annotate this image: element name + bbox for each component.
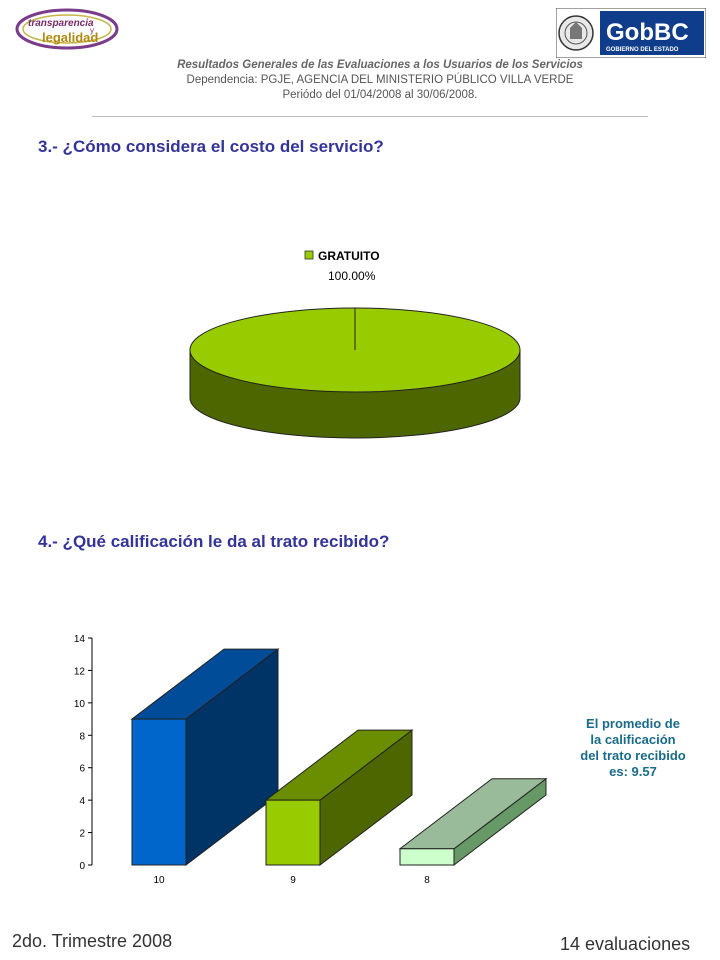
header-dependency: Dependencia: PGJE, AGENCIA DEL MINISTERI… bbox=[186, 74, 574, 86]
logo-gobbc-text: GobBC bbox=[606, 19, 689, 46]
x-tick-label: 8 bbox=[424, 875, 430, 886]
average-line-2: la calificación bbox=[590, 732, 676, 747]
state-seal-icon bbox=[558, 15, 594, 51]
bar-9 bbox=[264, 729, 414, 867]
bars-group bbox=[130, 648, 548, 867]
bar-front bbox=[131, 718, 187, 866]
header-divider bbox=[92, 116, 648, 117]
bar-front bbox=[399, 848, 455, 866]
logo-line2: y bbox=[90, 26, 94, 35]
average-line-3: del trato recibido bbox=[580, 748, 686, 763]
footer-evaluations-count: 14 evaluaciones bbox=[560, 934, 691, 954]
legend-label-gratuito: GRATUITO bbox=[318, 249, 380, 263]
bar-8 bbox=[398, 777, 548, 867]
y-tick-label: 14 bbox=[74, 634, 86, 645]
header-period: Periódo del 01/04/2008 al 30/06/2008. bbox=[282, 89, 478, 101]
transparencia-legalidad-logo: transparencia y legalidad bbox=[15, 8, 119, 50]
y-tick-label: 8 bbox=[79, 731, 85, 742]
gobbc-logo: GobBC GOBIERNO DEL ESTADO bbox=[556, 8, 706, 58]
bar-front bbox=[265, 799, 321, 866]
question-4-title: 4.- ¿Qué calificación le da al trato rec… bbox=[38, 532, 390, 551]
bar-chart: 0 2 4 6 8 10 12 14 10 9 8 bbox=[74, 634, 548, 886]
average-line-4: es: 9.57 bbox=[609, 764, 657, 779]
header-title: Resultados Generales de las Evaluaciones… bbox=[177, 59, 583, 71]
y-tick-label: 10 bbox=[74, 699, 86, 710]
y-tick-label: 12 bbox=[74, 666, 86, 677]
pie-chart: GRATUITO 100.00% bbox=[189, 249, 521, 439]
x-tick-label: 9 bbox=[290, 875, 296, 886]
logo-line3: legalidad bbox=[42, 30, 98, 45]
bar-10 bbox=[130, 648, 280, 867]
average-annotation: El promedio de la calificación del trato… bbox=[548, 716, 718, 780]
y-tick-label: 4 bbox=[79, 796, 85, 807]
y-tick-label: 2 bbox=[79, 829, 85, 840]
x-tick-label: 10 bbox=[153, 875, 165, 886]
x-axis-labels: 10 9 8 bbox=[153, 875, 430, 886]
y-tick-label: 6 bbox=[79, 764, 85, 775]
logo-tagline: GOBIERNO DEL ESTADO bbox=[606, 47, 679, 53]
pie-slice-label: 100.00% bbox=[328, 269, 376, 283]
logo-line1: transparencia bbox=[28, 18, 94, 29]
footer-quarter: 2do. Trimestre 2008 bbox=[12, 931, 173, 951]
y-tick-label: 0 bbox=[79, 861, 85, 872]
question-3-title: 3.- ¿Cómo considera el costo del servici… bbox=[38, 137, 384, 156]
average-line-1: El promedio de bbox=[586, 716, 680, 731]
legend-swatch-gratuito bbox=[304, 250, 314, 260]
y-axis: 0 2 4 6 8 10 12 14 bbox=[74, 634, 93, 872]
